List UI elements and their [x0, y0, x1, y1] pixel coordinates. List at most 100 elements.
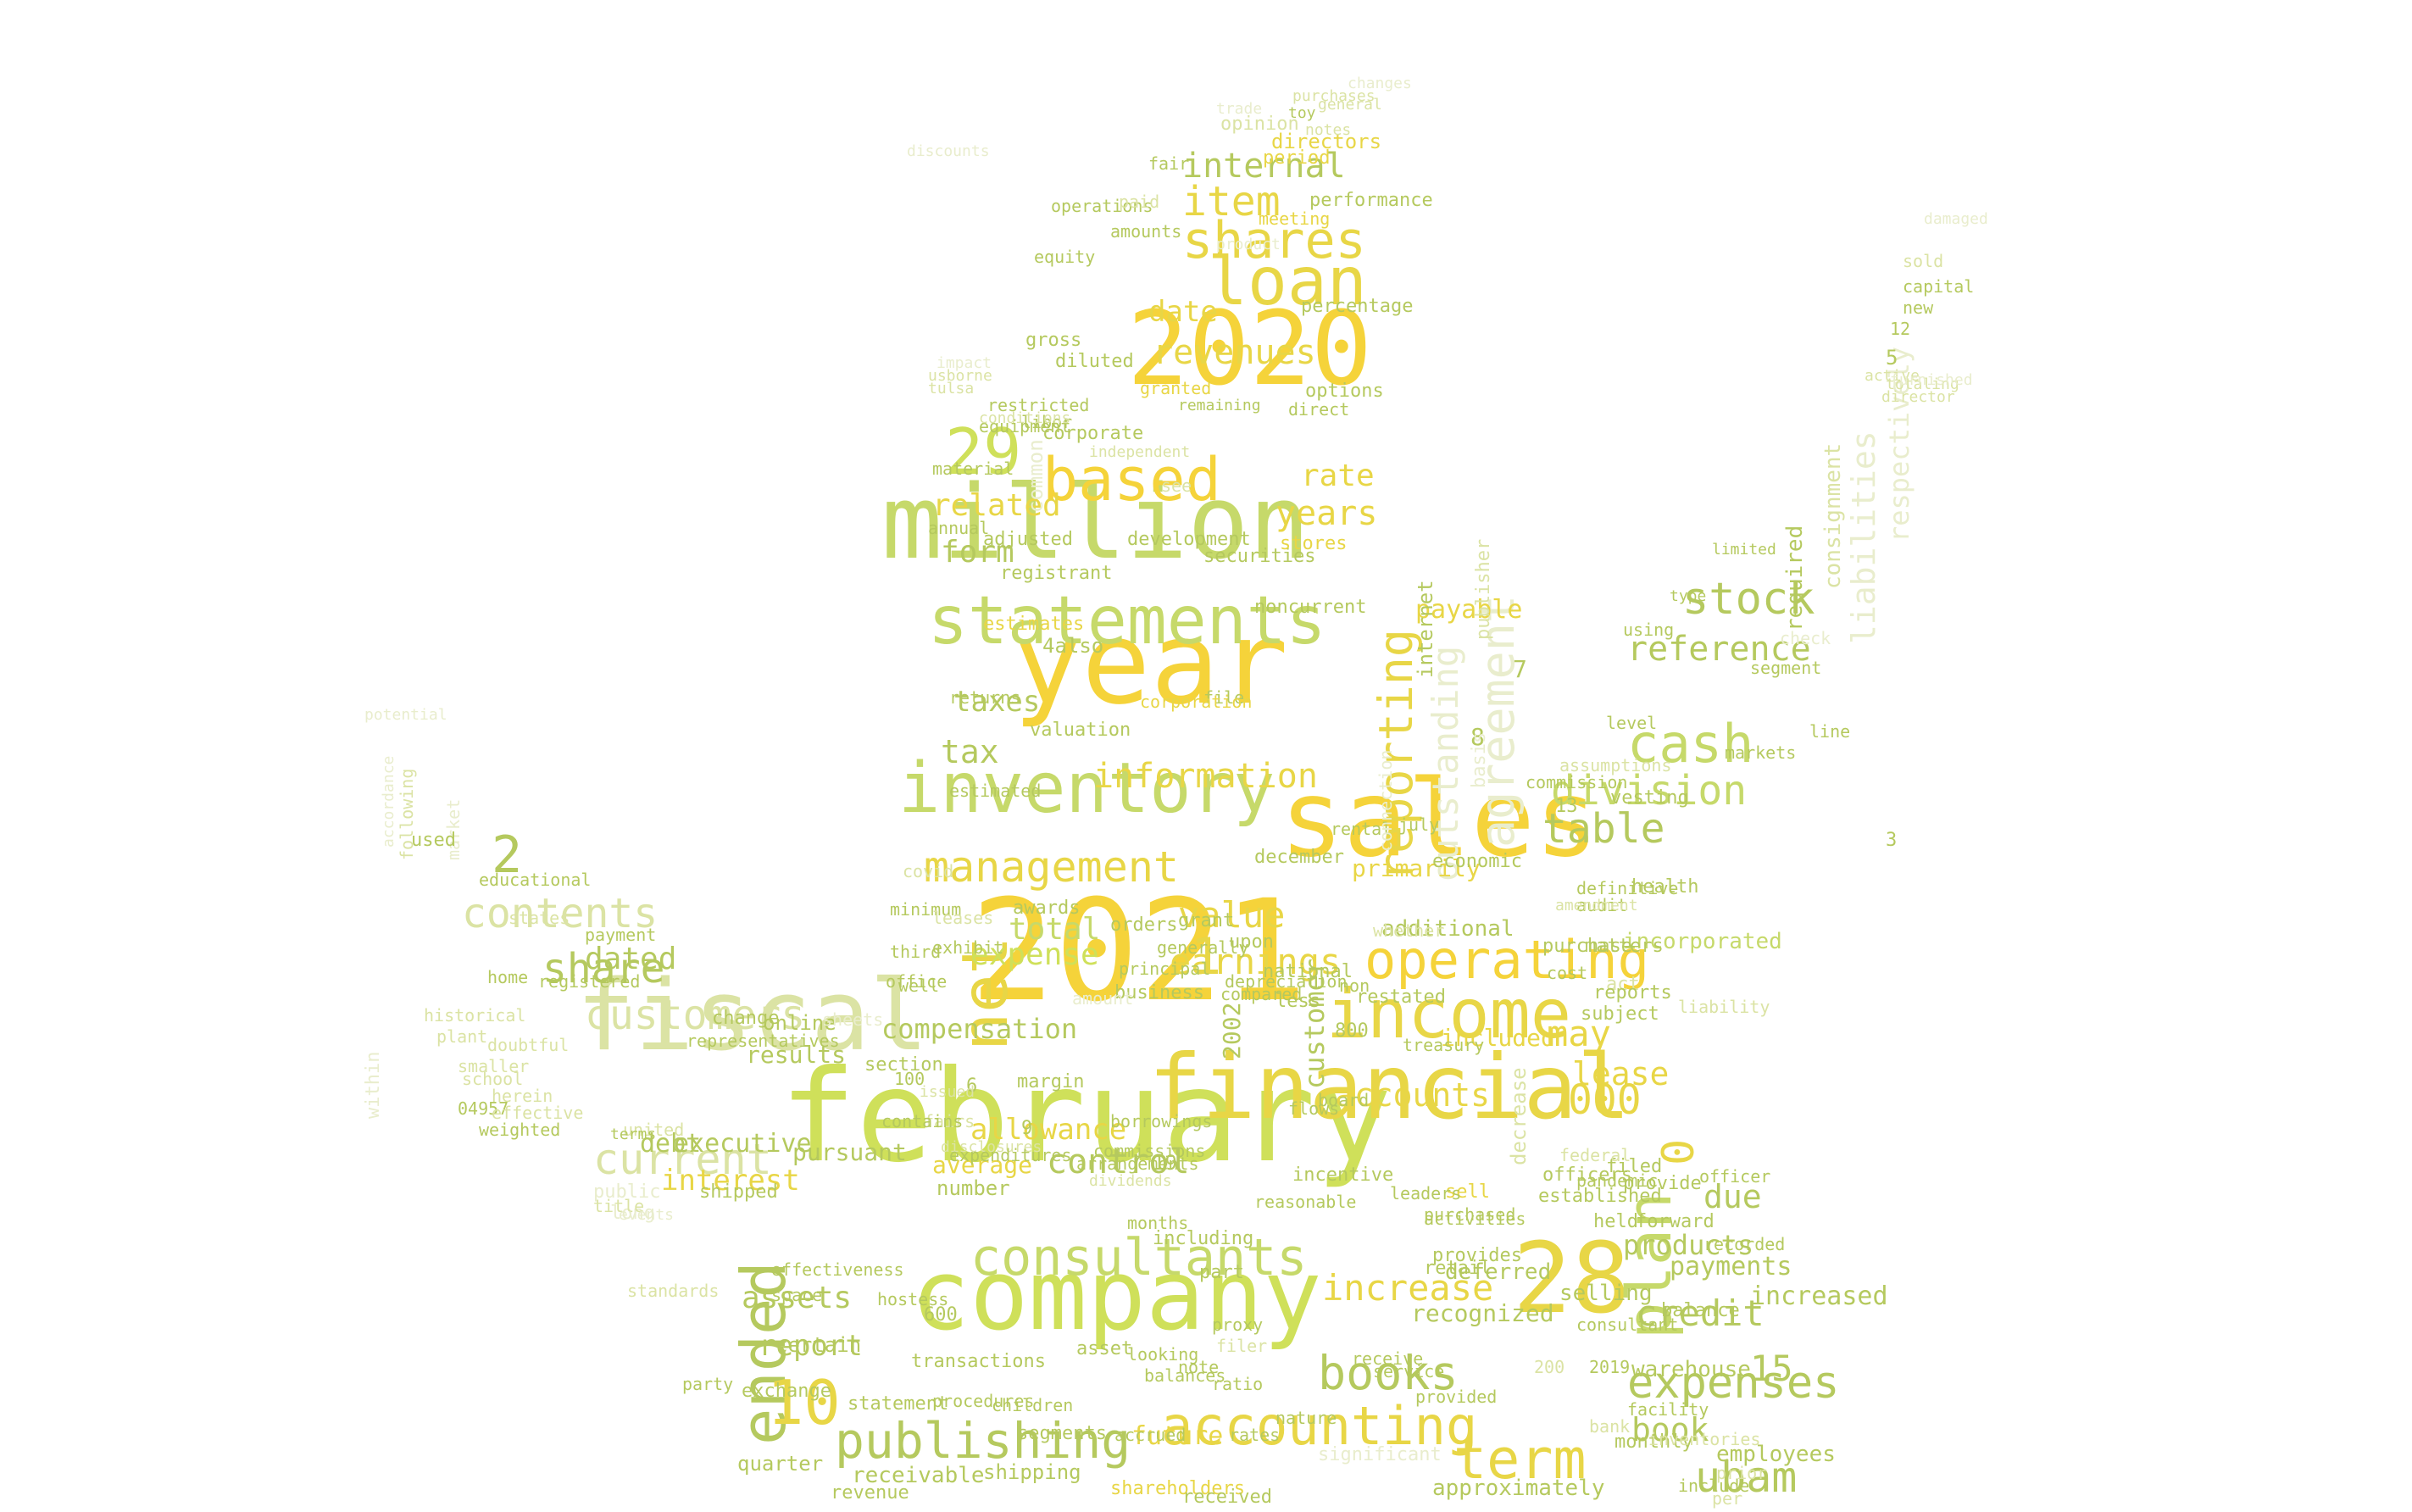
cloud-word: credit — [1636, 1292, 1765, 1335]
cloud-word: changes — [1348, 74, 1412, 92]
cloud-word: accounts — [1335, 1076, 1491, 1114]
cloud-word: within — [363, 1051, 384, 1119]
cloud-word: prior — [1716, 1463, 1768, 1483]
cloud-word: payable — [1415, 594, 1523, 625]
cloud-word: stores — [1280, 533, 1348, 555]
cloud-word: definitive — [1576, 878, 1679, 898]
cloud-word: level — [1606, 713, 1658, 733]
cloud-word: minimum — [890, 899, 962, 920]
cloud-word: awards — [1013, 898, 1081, 920]
cloud-word: amendment — [1555, 896, 1638, 914]
cloud-word: tulsa — [928, 379, 975, 397]
cloud-word: interest — [661, 1164, 800, 1198]
cloud-word: sales — [1280, 757, 1599, 881]
cloud-word: commission — [1526, 772, 1628, 792]
cloud-word: office — [886, 971, 948, 992]
cloud-word: usborne — [928, 366, 992, 385]
cloud-word: consignment — [1820, 442, 1846, 589]
cloud-word: consultants — [970, 1228, 1308, 1287]
cloud-word: total — [1009, 912, 1101, 948]
cloud-word: 800 — [1335, 1020, 1369, 1042]
cloud-word: standards — [627, 1281, 720, 1301]
cloud-word: provides — [1432, 1245, 1522, 1267]
cloud-word: balances — [1144, 1365, 1226, 1386]
cloud-word: historical — [424, 1005, 526, 1026]
cloud-word: control — [1047, 1142, 1190, 1181]
cloud-word: division — [1551, 767, 1748, 815]
cloud-word: business — [1114, 982, 1204, 1004]
cloud-word: hostess — [877, 1289, 949, 1309]
cloud-word: future — [1131, 1420, 1224, 1451]
cloud-word: commissions — [1093, 1141, 1206, 1161]
cloud-word: books — [1318, 1346, 1459, 1401]
cloud-word: february — [780, 1042, 1392, 1191]
cloud-word: expense — [970, 937, 1099, 973]
cloud-word: rental — [1331, 819, 1392, 839]
cloud-word: nature — [1275, 1408, 1337, 1428]
cloud-word: statements — [928, 582, 1326, 659]
cloud-word: employees — [1716, 1441, 1836, 1467]
cloud-word: inventory — [898, 748, 1275, 830]
cloud-word: federal — [1559, 1145, 1631, 1165]
cloud-word: amount — [1072, 988, 1134, 1009]
cloud-word: bank — [1589, 1416, 1631, 1437]
cloud-word: ubam — [1695, 1452, 1798, 1502]
cloud-word: 13 — [1555, 796, 1578, 818]
cloud-word: officers — [1542, 1165, 1632, 1187]
cloud-word: 4also — [1042, 633, 1104, 658]
cloud-word: potential — [364, 705, 447, 724]
cloud-word: estimated — [949, 781, 1042, 801]
cloud-word: monthly — [1614, 1431, 1693, 1454]
cloud-word: pandemic — [1576, 1170, 1659, 1191]
cloud-word: exhibit — [932, 937, 1004, 958]
cloud-word: shipping — [983, 1459, 1081, 1484]
cloud-word: average — [932, 1151, 1033, 1180]
cloud-word: procedures — [932, 1391, 1035, 1411]
cloud-word: received — [1182, 1487, 1272, 1509]
cloud-word: united — [623, 1120, 685, 1140]
cloud-word: percentage — [1301, 296, 1414, 318]
cloud-word: share — [542, 945, 665, 993]
cloud-word: registrant — [1000, 563, 1113, 585]
cloud-word: file — [1203, 687, 1245, 708]
cloud-word: provide — [1623, 1173, 1702, 1195]
cloud-word: financial — [1148, 1035, 1631, 1139]
cloud-word: due — [1703, 1177, 1762, 1215]
cloud-word: approximately — [1432, 1475, 1605, 1501]
cloud-word: directors — [1271, 129, 1382, 153]
cloud-word: sell — [1445, 1181, 1490, 1203]
cloud-word: results — [746, 1041, 847, 1070]
cloud-word: depreciation — [1225, 971, 1348, 992]
cloud-word: matters — [1585, 936, 1664, 958]
cloud-word: remaining — [1178, 396, 1261, 414]
cloud-word: 29 — [945, 414, 1022, 490]
cloud-word: fiscal — [576, 959, 929, 1074]
cloud-word: deferred — [1445, 1259, 1552, 1285]
cloud-word: per — [1712, 1488, 1743, 1509]
cloud-word: compared — [1220, 984, 1303, 1004]
cloud-word: transactions — [911, 1351, 1046, 1373]
cloud-word: public — [593, 1181, 661, 1203]
cloud-word: included — [1441, 1024, 1555, 1053]
cloud-word: million — [881, 464, 1310, 582]
cloud-word: trade — [1216, 99, 1263, 118]
cloud-word: arrangements — [1076, 1153, 1199, 1174]
cloud-word: allowance — [970, 1113, 1127, 1148]
cloud-word: significant — [1318, 1444, 1442, 1466]
cloud-word: orders — [1110, 914, 1178, 937]
cloud-word: 0 — [1653, 1138, 1704, 1165]
cloud-word: operating — [1364, 929, 1649, 992]
cloud-word: disclosures — [941, 1137, 1042, 1156]
cloud-word: receivable — [852, 1462, 985, 1488]
cloud-word: asset — [1076, 1338, 1133, 1360]
cloud-word: children — [992, 1395, 1074, 1415]
cloud-word: segment — [1750, 658, 1822, 678]
cloud-word: doubtful — [487, 1035, 570, 1055]
cloud-word: toy — [1288, 103, 1316, 122]
cloud-word: general — [1318, 95, 1382, 114]
cloud-word: granted — [1140, 378, 1212, 398]
cloud-word: held — [1593, 1211, 1638, 1233]
cloud-word: note — [1178, 1357, 1220, 1377]
cloud-word: estimates — [983, 614, 1085, 636]
